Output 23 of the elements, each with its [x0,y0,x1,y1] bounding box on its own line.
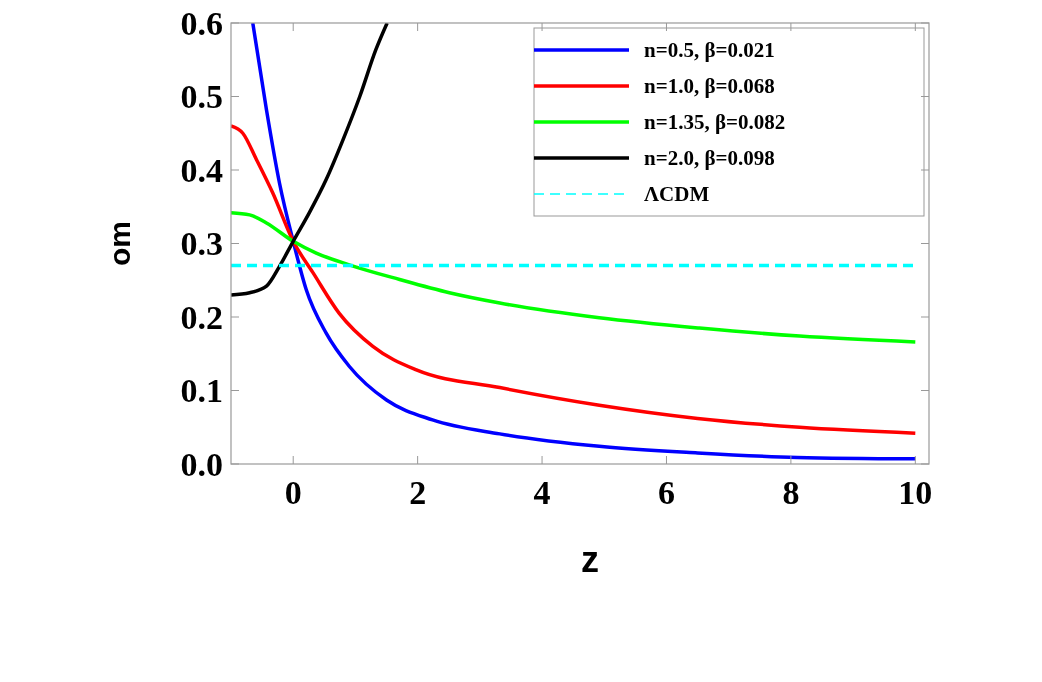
legend-label: n=0.5, β=0.021 [644,38,775,63]
line-series [231,23,389,297]
x-tick-label: 10 [898,474,933,511]
x-tick-label: 8 [782,474,800,511]
y-axis-title: om [103,221,136,266]
legend-label: n=1.0, β=0.068 [644,74,775,99]
y-tick-label: 0.5 [180,78,223,116]
y-tick-label: 0.2 [180,298,223,336]
x-axis-title: z [581,539,599,580]
y-tick-label: 0.6 [180,4,223,42]
legend-label: n=1.35, β=0.082 [644,110,786,135]
x-tick-label: 0 [284,474,302,511]
x-tick-label: 4 [533,474,551,511]
x-tick-label: 6 [657,474,675,511]
y-tick-label: 0.0 [180,445,223,483]
y-tick-label: 0.3 [180,225,223,263]
line-series [251,23,918,461]
legend-label: n=2.0, β=0.098 [644,146,775,171]
legend-label: ΛCDM [644,182,710,207]
y-tick-label: 0.1 [180,372,223,410]
line-series [231,210,918,344]
y-tick-label: 0.4 [180,151,223,189]
x-tick-label: 2 [409,474,427,511]
